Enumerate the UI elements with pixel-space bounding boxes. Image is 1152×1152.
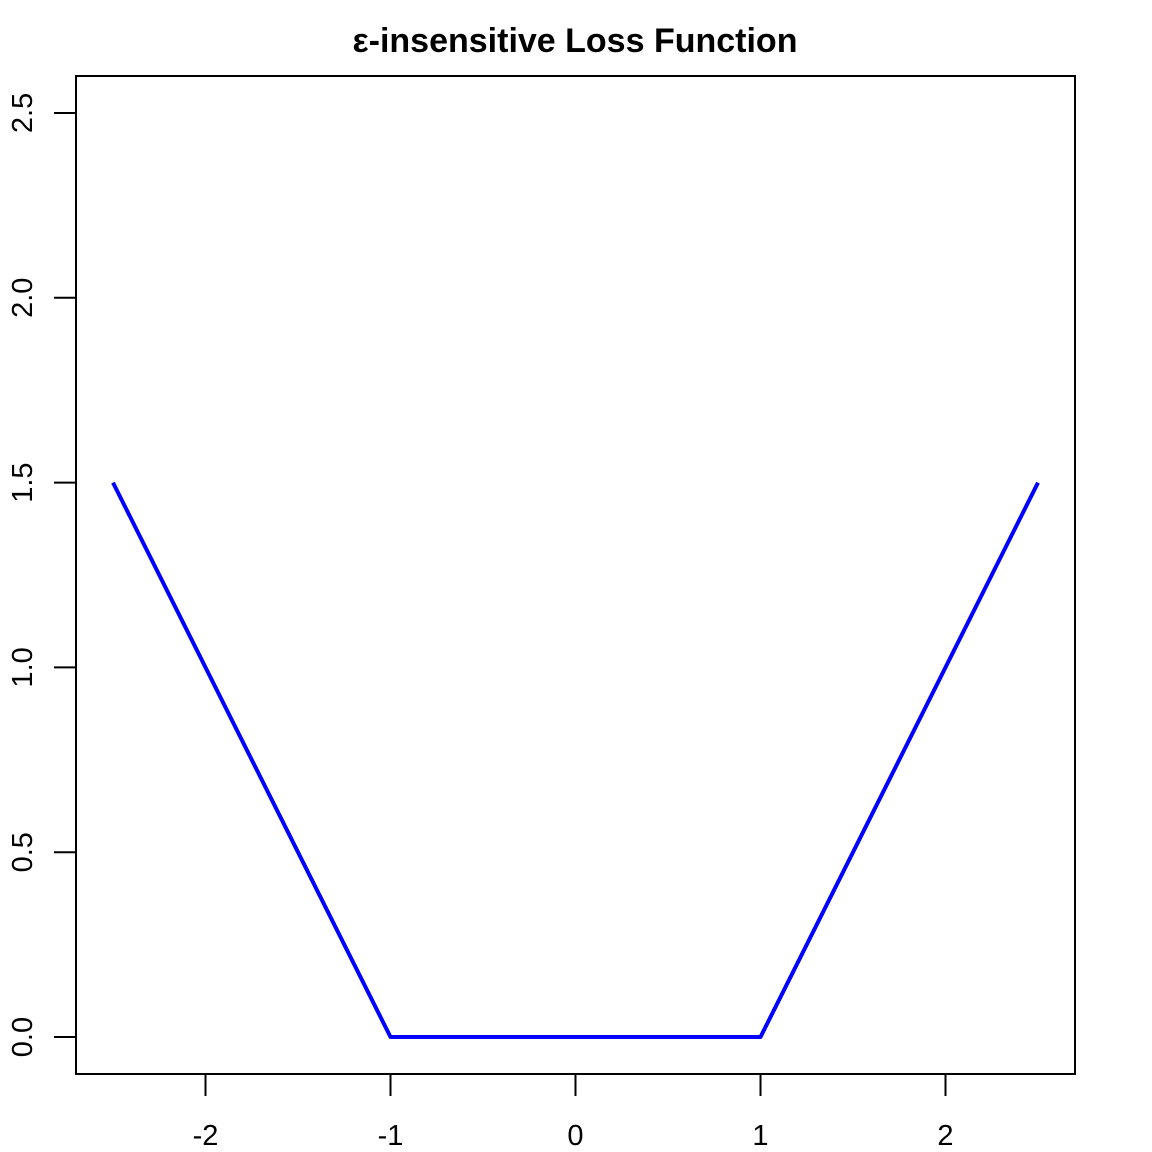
series-line (111, 481, 1040, 1039)
x-tick-label: -1 (378, 1120, 404, 1152)
x-tick-label: 1 (752, 1120, 768, 1152)
x-tick-label: 2 (937, 1120, 953, 1152)
chart-title: ε-insensitive Loss Function (353, 22, 798, 60)
y-tick-label: 0.0 (7, 1017, 39, 1057)
y-tick-label: 0.5 (7, 832, 39, 872)
y-tick-label: 2.5 (7, 93, 39, 133)
x-tick-label: 0 (567, 1120, 583, 1152)
plot-frame (75, 75, 1076, 1075)
y-tick-label: 1.0 (7, 647, 39, 687)
x-axis: -2 -1 0 1 2 (193, 1073, 954, 1152)
series-group (111, 481, 1040, 1039)
x-tick-label: -2 (193, 1120, 219, 1152)
y-tick-label: 1.5 (7, 462, 39, 502)
y-tick-label: 2.0 (7, 278, 39, 318)
y-axis: 0.0 0.5 1.0 1.5 2.0 2.5 (7, 93, 77, 1057)
